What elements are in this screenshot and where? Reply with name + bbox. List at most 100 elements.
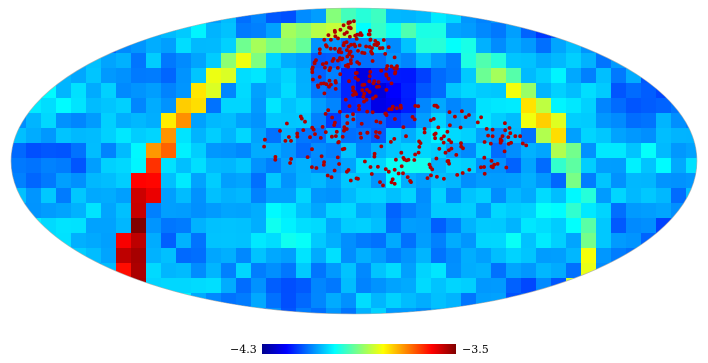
map-cell (236, 8, 252, 24)
map-cell (11, 188, 12, 204)
point-source (454, 153, 459, 157)
map-cell (401, 53, 417, 69)
map-cell (551, 38, 567, 54)
map-cell (641, 68, 657, 84)
map-cell (101, 128, 117, 144)
point-source (319, 81, 323, 86)
point-source (484, 126, 489, 131)
map-cell (431, 113, 447, 129)
map-cell (476, 248, 492, 264)
map-cell (221, 293, 237, 309)
map-cell (116, 83, 132, 99)
point-source (439, 136, 444, 141)
map-cell (401, 38, 417, 54)
map-cell (356, 128, 372, 144)
map-cell (251, 203, 267, 219)
map-cell (101, 143, 117, 159)
map-cell (296, 143, 312, 159)
map-cell (206, 218, 222, 234)
point-source (367, 32, 372, 37)
point-source (333, 46, 337, 51)
map-cell (161, 83, 177, 99)
map-cell (371, 203, 387, 219)
map-cell (656, 233, 672, 249)
map-cell (506, 158, 522, 174)
map-cell (251, 308, 267, 314)
map-cell (296, 53, 312, 69)
map-cell (611, 233, 627, 249)
map-cell (236, 23, 252, 39)
map-cell (431, 218, 447, 234)
map-cell (416, 38, 432, 54)
point-source (273, 157, 278, 162)
map-cell (86, 173, 102, 189)
map-cell (476, 233, 492, 249)
map-cell (41, 173, 57, 189)
map-cell (386, 248, 402, 264)
point-source (335, 66, 340, 70)
map-cell (266, 158, 282, 174)
map-cell (56, 98, 72, 114)
map-cell (326, 278, 342, 294)
map-cell (581, 278, 597, 294)
point-source (335, 155, 340, 160)
point-source (379, 68, 384, 73)
map-cell (311, 128, 327, 144)
map-cell (656, 98, 672, 114)
map-cell (566, 218, 582, 234)
map-cell (536, 143, 552, 159)
map-cell (461, 263, 477, 279)
map-cell (206, 278, 222, 294)
point-source (327, 78, 332, 83)
map-cell (626, 113, 642, 129)
map-cell (221, 23, 237, 39)
map-cell (401, 233, 417, 249)
point-source (386, 76, 391, 81)
map-cell (281, 143, 297, 159)
point-source (353, 44, 358, 49)
point-source (324, 82, 329, 87)
point-source (399, 150, 404, 155)
map-cell (176, 128, 192, 144)
map-cell (71, 173, 87, 189)
map-cell (386, 158, 402, 174)
map-cell (416, 83, 432, 99)
map-cell (566, 128, 582, 144)
point-source (356, 49, 360, 53)
map-cell (311, 38, 327, 54)
map-cell (566, 83, 582, 99)
point-source (446, 159, 451, 163)
map-cell (626, 248, 642, 264)
map-cell (641, 128, 657, 144)
map-cell (101, 203, 117, 219)
map-cell (161, 218, 177, 234)
map-cell (161, 263, 177, 279)
map-cell (476, 173, 492, 189)
point-source (369, 49, 373, 54)
point-source (422, 130, 427, 135)
point-source (372, 154, 377, 159)
map-cell (371, 8, 387, 24)
point-source (358, 31, 363, 36)
map-cell (476, 128, 492, 144)
map-cell (356, 188, 372, 204)
map-cell (476, 203, 492, 219)
map-cell (86, 98, 102, 114)
map-cell (386, 293, 402, 309)
point-source (359, 121, 364, 126)
map-cell (356, 8, 372, 9)
point-source (334, 134, 338, 139)
map-cell (401, 278, 417, 294)
map-cell (581, 53, 597, 69)
point-source (447, 138, 451, 142)
point-source (371, 96, 375, 101)
map-cell (386, 143, 402, 159)
map-cell (536, 128, 552, 144)
map-cell (401, 248, 417, 264)
point-source (283, 139, 288, 143)
point-source (322, 91, 327, 96)
map-cell (146, 38, 162, 54)
map-cell (251, 278, 267, 294)
map-cell (431, 203, 447, 219)
map-cell (116, 98, 132, 114)
